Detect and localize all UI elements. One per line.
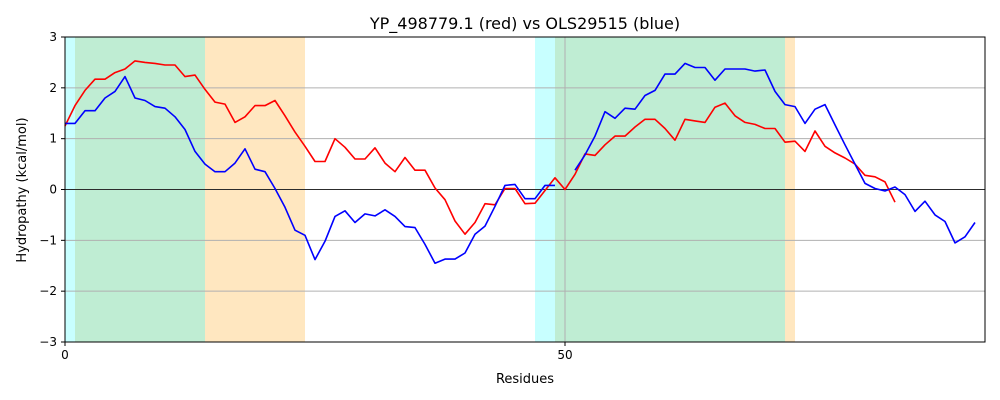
y-tick-label: −1 (39, 233, 57, 247)
x-tick-label: 0 (61, 348, 69, 362)
series-line (574, 62, 976, 244)
y-tick-label: 1 (49, 132, 57, 146)
y-tick-label: −3 (39, 335, 57, 349)
chart-title: YP_498779.1 (red) vs OLS29515 (blue) (369, 14, 680, 34)
y-tick-label: −2 (39, 284, 57, 298)
x-axis-ticks: 0 50 (61, 342, 573, 362)
y-tick-label: 2 (49, 81, 57, 95)
y-tick-label: 3 (49, 30, 57, 44)
x-axis-label: Residues (496, 372, 554, 387)
y-axis-label: Hydropathy (kcal/mol) (15, 117, 30, 262)
y-tick-label: 0 (49, 183, 57, 197)
series-lines (64, 60, 976, 265)
series-line (64, 60, 896, 235)
x-tick-label: 50 (557, 348, 572, 362)
series-line (65, 75, 555, 265)
y-axis-ticks: −3 −2 −1 0 1 2 3 (39, 30, 65, 349)
